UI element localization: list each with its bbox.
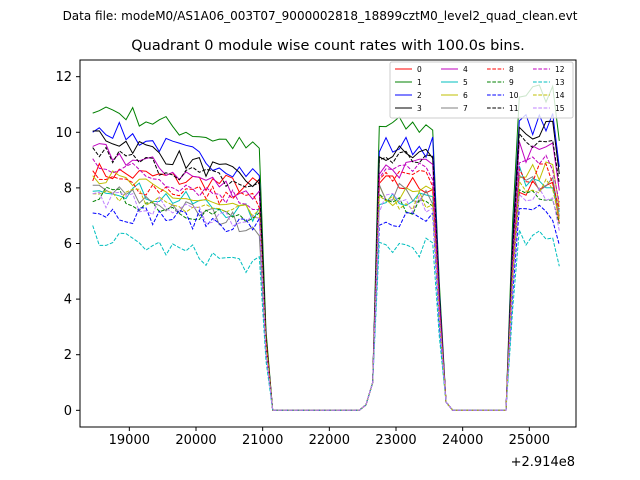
legend-label-5: 5	[463, 78, 468, 87]
legend-label-0: 0	[417, 65, 422, 74]
series-line-12	[92, 154, 560, 411]
legend-label-3: 3	[417, 104, 422, 113]
chart-suptitle: Data file: modeM0/AS1A06_003T07_90000028…	[63, 9, 578, 23]
x-offset-label: +2.914e8	[511, 455, 575, 470]
series-line-10	[92, 204, 560, 411]
legend-label-4: 4	[463, 65, 468, 74]
legend-label-12: 12	[555, 65, 565, 74]
legend-label-11: 11	[509, 104, 519, 113]
series-line-9	[92, 186, 560, 411]
legend-label-9: 9	[509, 78, 514, 87]
legend-label-10: 10	[509, 91, 519, 100]
y-tick-label: 2	[64, 348, 72, 363]
axes: 19000 20000 21000 22000 23000 24000 25000 0 2 4 6 8…	[55, 59, 577, 448]
series-line-11	[92, 132, 560, 411]
y-tick-label: 6	[64, 237, 72, 252]
legend-label-14: 14	[555, 91, 565, 100]
x-tick-label: 19000	[109, 433, 150, 448]
x-tick-label: 21000	[242, 433, 283, 448]
legend-label-13: 13	[555, 78, 565, 87]
legend-label-6: 6	[463, 91, 468, 100]
chart-title: Quadrant 0 module wise count rates with …	[131, 38, 525, 54]
plot-area	[92, 84, 560, 411]
y-tick-label: 10	[55, 126, 72, 141]
series-line-0	[92, 162, 560, 411]
series-line-14	[92, 178, 560, 411]
legend-label-2: 2	[417, 91, 422, 100]
legend-label-1: 1	[417, 78, 422, 87]
y-tick-label: 4	[64, 293, 72, 308]
series-line-3	[92, 120, 560, 411]
legend-label-7: 7	[463, 104, 468, 113]
series-line-15	[92, 187, 560, 411]
x-tick-label: 20000	[175, 433, 216, 448]
x-tick-label: 24000	[442, 433, 483, 448]
x-tick-label: 25000	[509, 433, 550, 448]
series-line-8	[92, 163, 560, 411]
legend-label-8: 8	[509, 65, 514, 74]
x-tick-label: 22000	[309, 433, 350, 448]
legend-box	[389, 61, 574, 119]
y-tick-label: 8	[64, 181, 72, 196]
y-tick-label: 12	[55, 70, 72, 85]
y-tick-label: 0	[64, 404, 72, 419]
series-line-13	[92, 225, 560, 411]
legend-label-15: 15	[555, 104, 565, 113]
x-tick-label: 23000	[375, 433, 416, 448]
series-line-4	[92, 141, 560, 411]
